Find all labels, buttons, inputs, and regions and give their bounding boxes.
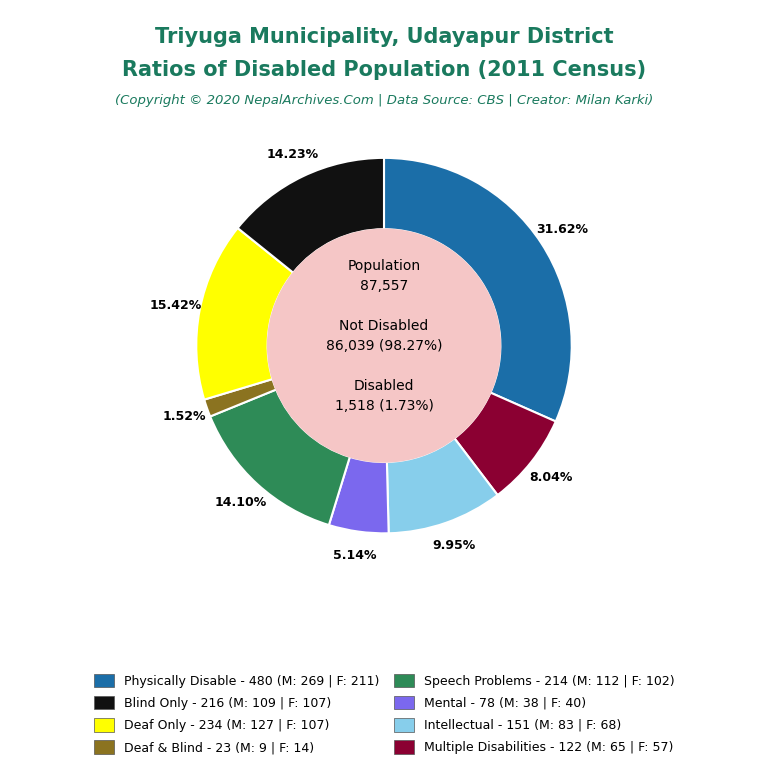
Text: 14.23%: 14.23% [266, 147, 319, 161]
Wedge shape [455, 392, 556, 495]
Circle shape [267, 229, 501, 462]
Text: 8.04%: 8.04% [529, 471, 572, 484]
Wedge shape [387, 439, 498, 533]
Wedge shape [197, 228, 293, 399]
Wedge shape [384, 158, 571, 422]
Text: (Copyright © 2020 NepalArchives.Com | Data Source: CBS | Creator: Milan Karki): (Copyright © 2020 NepalArchives.Com | Da… [115, 94, 653, 108]
Text: 31.62%: 31.62% [536, 223, 588, 237]
Text: 5.14%: 5.14% [333, 549, 377, 562]
Text: Triyuga Municipality, Udayapur District: Triyuga Municipality, Udayapur District [154, 27, 614, 47]
Text: Ratios of Disabled Population (2011 Census): Ratios of Disabled Population (2011 Cens… [122, 60, 646, 80]
Text: 14.10%: 14.10% [215, 495, 267, 508]
Text: Population
87,557

Not Disabled
86,039 (98.27%)

Disabled
1,518 (1.73%): Population 87,557 Not Disabled 86,039 (9… [326, 259, 442, 413]
Wedge shape [204, 379, 276, 416]
Text: 1.52%: 1.52% [162, 409, 206, 422]
Text: 9.95%: 9.95% [432, 539, 476, 552]
Wedge shape [329, 457, 389, 533]
Legend: Physically Disable - 480 (M: 269 | F: 211), Blind Only - 216 (M: 109 | F: 107), : Physically Disable - 480 (M: 269 | F: 21… [94, 674, 674, 754]
Text: 15.42%: 15.42% [150, 299, 202, 312]
Wedge shape [210, 389, 349, 525]
Wedge shape [237, 158, 384, 273]
